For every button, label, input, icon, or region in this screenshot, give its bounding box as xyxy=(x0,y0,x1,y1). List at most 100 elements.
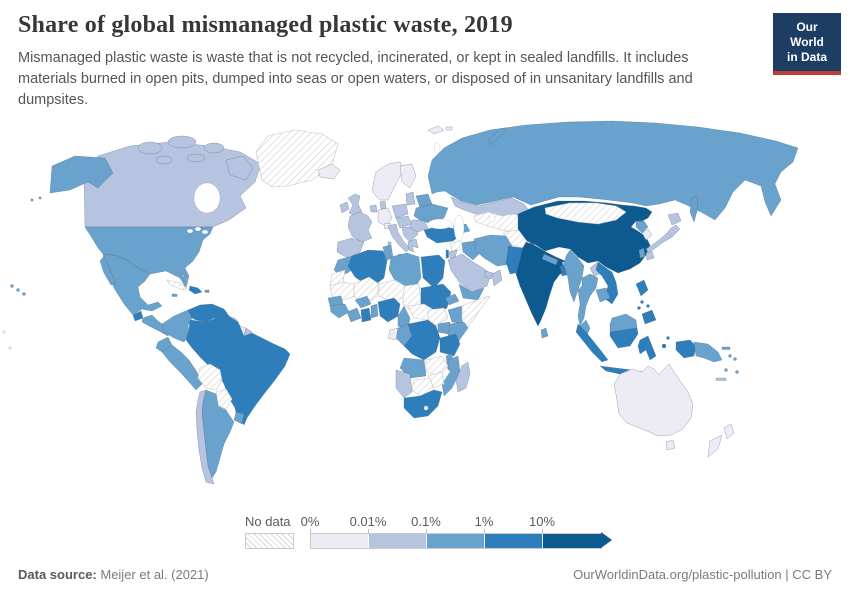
country-south-sudan[interactable] xyxy=(427,307,449,327)
country-syria[interactable] xyxy=(449,240,465,252)
country-philippines-visayas-3[interactable] xyxy=(637,306,641,310)
country-chile[interactable] xyxy=(195,389,215,485)
country-egypt[interactable] xyxy=(420,254,446,289)
country-canada-arctic-4[interactable] xyxy=(155,155,173,165)
country-new-caledonia[interactable] xyxy=(715,377,727,381)
country-togo-benin[interactable] xyxy=(370,303,379,319)
country-solomon-2[interactable] xyxy=(733,357,737,361)
country-brazil[interactable] xyxy=(185,315,291,426)
country-usa-hawaii-3[interactable] xyxy=(22,292,26,296)
country-russia-sakhalin[interactable] xyxy=(689,195,699,223)
country-canada-arctic-5[interactable] xyxy=(186,153,206,163)
country-indonesia-sumatra[interactable] xyxy=(575,323,609,363)
country-philippines-mindanao[interactable] xyxy=(641,309,657,325)
country-central-europe[interactable] xyxy=(395,215,413,229)
country-finland[interactable] xyxy=(399,163,417,189)
country-mongolia[interactable] xyxy=(544,202,627,225)
country-usa-aleutians2[interactable] xyxy=(30,198,34,202)
country-mexico[interactable] xyxy=(102,253,163,316)
owid-logo[interactable]: Our World in Data xyxy=(773,13,841,75)
country-greenland[interactable] xyxy=(255,129,339,188)
country-baltics[interactable] xyxy=(405,191,416,206)
country-israel[interactable] xyxy=(445,249,449,259)
country-benelux[interactable] xyxy=(369,204,378,213)
country-usa-aleutians[interactable] xyxy=(38,196,42,200)
owid-link[interactable]: OurWorldinData.org/plastic-pollution xyxy=(573,567,782,582)
country-ghana[interactable] xyxy=(360,307,372,323)
country-solomon-1[interactable] xyxy=(728,354,732,358)
country-denmark[interactable] xyxy=(379,200,387,210)
country-canada[interactable] xyxy=(83,141,262,228)
country-australia-tasmania[interactable] xyxy=(665,439,676,451)
country-nz-south[interactable] xyxy=(707,434,723,458)
country-fiji[interactable] xyxy=(735,370,739,374)
country-senegal[interactable] xyxy=(327,295,344,307)
legend-bin-0[interactable] xyxy=(311,534,369,548)
country-oman[interactable] xyxy=(491,269,503,287)
islands-french-polynesia-1[interactable] xyxy=(2,330,6,334)
legend-bin-4[interactable] xyxy=(543,534,601,548)
country-indonesia-sulawesi[interactable] xyxy=(637,335,657,361)
country-madagascar[interactable] xyxy=(455,361,471,393)
country-china[interactable] xyxy=(517,200,653,274)
country-indonesia-moluccas-2[interactable] xyxy=(666,336,670,340)
country-svalbard[interactable] xyxy=(427,125,445,135)
country-usa-hawaii-2[interactable] xyxy=(16,288,20,292)
country-ivory-coast[interactable] xyxy=(346,307,362,323)
country-cuba[interactable] xyxy=(166,279,188,291)
country-nigeria[interactable] xyxy=(377,297,401,323)
country-drc[interactable] xyxy=(403,319,441,361)
country-lesotho[interactable] xyxy=(423,405,429,411)
islands-french-polynesia-2[interactable] xyxy=(8,346,12,350)
country-svalbard-2[interactable] xyxy=(445,126,453,131)
country-canada-baffin[interactable] xyxy=(225,155,254,181)
legend-bin-3[interactable] xyxy=(485,534,543,548)
country-uganda[interactable] xyxy=(437,321,451,335)
country-nz-north[interactable] xyxy=(723,423,735,440)
country-png[interactable] xyxy=(693,341,723,363)
country-namibia[interactable] xyxy=(395,369,413,399)
country-russia-novaya-zemlya[interactable] xyxy=(487,127,507,146)
country-mexico-baja[interactable] xyxy=(99,255,117,286)
country-france[interactable] xyxy=(347,211,373,243)
country-uae[interactable] xyxy=(484,270,494,280)
country-norway-sweden[interactable] xyxy=(371,161,405,201)
country-bahamas-1[interactable] xyxy=(181,274,185,278)
country-nepal[interactable] xyxy=(541,253,559,266)
country-poland[interactable] xyxy=(391,203,409,219)
country-south-africa[interactable] xyxy=(403,389,443,419)
country-australia[interactable] xyxy=(613,363,694,437)
country-philippines-luzon[interactable] xyxy=(635,279,649,297)
country-burkina-faso[interactable] xyxy=(354,295,372,309)
country-cambodia[interactable] xyxy=(595,287,611,303)
country-indonesia-west-papua[interactable] xyxy=(675,339,697,359)
country-usa-alaska[interactable] xyxy=(49,155,114,194)
country-ireland[interactable] xyxy=(339,201,350,214)
country-guinea[interactable] xyxy=(329,303,350,319)
country-indonesia-kalimantan[interactable] xyxy=(609,327,639,349)
no-data-swatch[interactable] xyxy=(245,533,294,549)
country-mozambique[interactable] xyxy=(441,355,461,397)
country-japan-hokkaido[interactable] xyxy=(667,212,682,226)
legend-gradient-bar[interactable] xyxy=(310,533,602,549)
country-bahamas-2[interactable] xyxy=(185,278,189,282)
country-puerto-rico[interactable] xyxy=(204,289,210,293)
license-badge[interactable]: CC BY xyxy=(792,567,832,582)
country-taiwan[interactable] xyxy=(638,247,646,259)
country-canada-arctic-2[interactable] xyxy=(167,135,197,149)
country-sri-lanka[interactable] xyxy=(540,327,549,339)
legend-bin-2[interactable] xyxy=(427,534,485,548)
country-myanmar[interactable] xyxy=(563,249,585,303)
country-iceland[interactable] xyxy=(317,163,341,180)
country-japan-honshu[interactable] xyxy=(645,224,681,254)
country-jamaica[interactable] xyxy=(171,293,178,297)
country-hispaniola[interactable] xyxy=(188,285,203,295)
legend-bin-1[interactable] xyxy=(369,534,427,548)
country-south-korea[interactable] xyxy=(641,228,653,241)
country-saudi-arabia[interactable] xyxy=(447,253,492,293)
country-greece[interactable] xyxy=(407,238,419,253)
country-tanzania[interactable] xyxy=(439,333,461,357)
country-uk[interactable] xyxy=(347,193,363,217)
country-philippines-visayas-2[interactable] xyxy=(646,304,650,308)
country-canada-arctic-3[interactable] xyxy=(203,142,225,154)
